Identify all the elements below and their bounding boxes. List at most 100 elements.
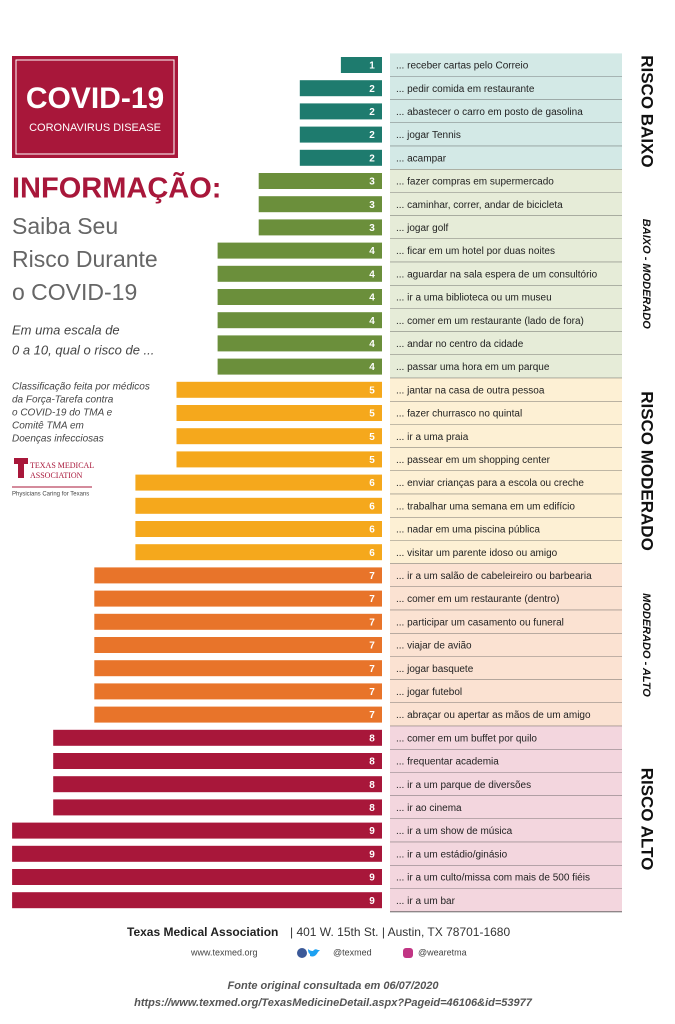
label-bg xyxy=(390,285,622,309)
label-bg xyxy=(390,819,622,843)
risk-group-label: RISCO BAIXO xyxy=(638,55,657,167)
activity-label: ... passear em um shopping center xyxy=(396,455,551,466)
label-bg xyxy=(390,146,622,170)
value-label: 6 xyxy=(369,478,375,489)
activity-label: ... nadar em uma piscina pública xyxy=(396,525,540,536)
activity-label: ... visitar um parente idoso ou amigo xyxy=(396,548,558,559)
note: o COVID-19 do TMA e xyxy=(12,408,113,419)
badge-title: COVID-19 xyxy=(26,82,164,115)
activity-label: ... acampar xyxy=(396,153,447,164)
risk-group-label: RISCO ALTO xyxy=(638,768,657,871)
bar xyxy=(94,683,383,700)
value-label: 7 xyxy=(369,664,375,675)
footer-instagram: @wearetma xyxy=(418,947,467,957)
bar xyxy=(135,474,382,491)
value-label: 1 xyxy=(369,61,375,72)
value-label: 2 xyxy=(369,107,375,118)
value-label: 5 xyxy=(369,385,375,396)
activity-label: ... frequentar academia xyxy=(396,757,499,768)
value-label: 9 xyxy=(369,896,375,907)
activity-label: ... fazer compras em supermercado xyxy=(396,177,554,188)
value-label: 7 xyxy=(369,617,375,628)
bar xyxy=(340,57,382,73)
bar xyxy=(176,405,382,421)
activity-label: ... ir a um salão de cabeleireiro ou bar… xyxy=(396,571,592,582)
value-label: 7 xyxy=(369,594,375,605)
risk-group-label: BAIXO - MODERADO xyxy=(640,219,652,329)
label-bg xyxy=(390,563,622,587)
activity-label: ... comer em um restaurante (dentro) xyxy=(396,594,559,605)
badge-subtitle: CORONAVIRUS DISEASE xyxy=(29,122,161,134)
footer-web: www.texmed.org xyxy=(190,947,258,957)
bar xyxy=(217,289,382,305)
label-bg xyxy=(390,262,622,286)
bar xyxy=(135,497,382,514)
value-label: 7 xyxy=(369,641,375,652)
bar xyxy=(176,451,382,468)
activity-label: ... comer em um restaurante (lado de for… xyxy=(396,316,584,327)
label-bg xyxy=(390,749,622,773)
activity-label: ... jogar Tennis xyxy=(396,130,461,141)
label-bg xyxy=(390,378,622,402)
activity-label: ... ficar em um hotel por duas noites xyxy=(396,246,555,257)
label-bg xyxy=(390,169,622,193)
activity-label: ... pedir comida em restaurante xyxy=(396,84,535,95)
bar xyxy=(299,103,382,120)
activity-label: ... passar uma hora em um parque xyxy=(396,362,550,373)
label-bg xyxy=(390,123,622,147)
label-bg xyxy=(390,355,622,379)
value-label: 8 xyxy=(369,733,375,744)
bar xyxy=(12,869,382,885)
value-label: 4 xyxy=(369,246,375,257)
subheading: Saiba Seu xyxy=(12,213,118,239)
activity-label: ... caminhar, correr, andar de bicicleta xyxy=(396,200,563,211)
note: Classificação feita por médicos xyxy=(12,382,150,393)
label-bg xyxy=(390,447,622,471)
activity-label: ... comer em um buffet por quilo xyxy=(396,733,537,744)
bar xyxy=(53,729,382,746)
bar xyxy=(94,706,383,723)
value-label: 5 xyxy=(369,432,375,443)
label-bg xyxy=(390,99,622,123)
label-bg xyxy=(390,540,622,564)
bar xyxy=(176,428,382,445)
label-bg xyxy=(390,703,622,727)
activity-label: ... trabalhar uma semana em um edifício xyxy=(396,501,575,512)
source: Fonte original consultada em 06/07/2020 xyxy=(228,980,440,992)
label-bg xyxy=(390,308,622,332)
note: Doenças infecciosas xyxy=(12,434,104,445)
activity-label: ... ir ao cinema xyxy=(396,803,462,814)
value-label: 2 xyxy=(369,130,375,141)
value-label: 4 xyxy=(369,362,375,373)
label-bg xyxy=(390,76,622,100)
label-bg xyxy=(390,53,622,77)
label-bg xyxy=(390,842,622,866)
label-bg xyxy=(390,679,622,703)
bar xyxy=(135,544,382,561)
label-bg xyxy=(390,795,622,819)
twitter-icon xyxy=(308,949,320,957)
activity-label: ... aguardar na sala espera de um consul… xyxy=(396,269,598,280)
bar xyxy=(94,660,383,677)
bar xyxy=(94,567,383,584)
activity-label: ... ir a um culto/missa com mais de 500 … xyxy=(396,873,590,884)
logo-name: TEXAS MEDICAL xyxy=(30,461,94,470)
label-bg xyxy=(390,633,622,657)
subheading: o COVID-19 xyxy=(12,279,137,305)
value-label: 4 xyxy=(369,269,375,280)
activity-label: ... ir a um show de música xyxy=(396,826,513,837)
bar xyxy=(12,892,382,909)
label-bg xyxy=(390,471,622,495)
value-label: 8 xyxy=(369,803,375,814)
facebook-icon xyxy=(297,948,307,958)
note: da Força-Tarefa contra xyxy=(12,395,114,406)
footer-twitter: @texmed xyxy=(333,947,372,957)
footer-org: Texas Medical Association xyxy=(127,925,278,939)
label-bg xyxy=(390,587,622,611)
value-label: 9 xyxy=(369,873,375,884)
logo-icon xyxy=(14,458,28,478)
label-bg xyxy=(390,726,622,750)
bar xyxy=(258,173,382,189)
bar xyxy=(217,335,382,352)
